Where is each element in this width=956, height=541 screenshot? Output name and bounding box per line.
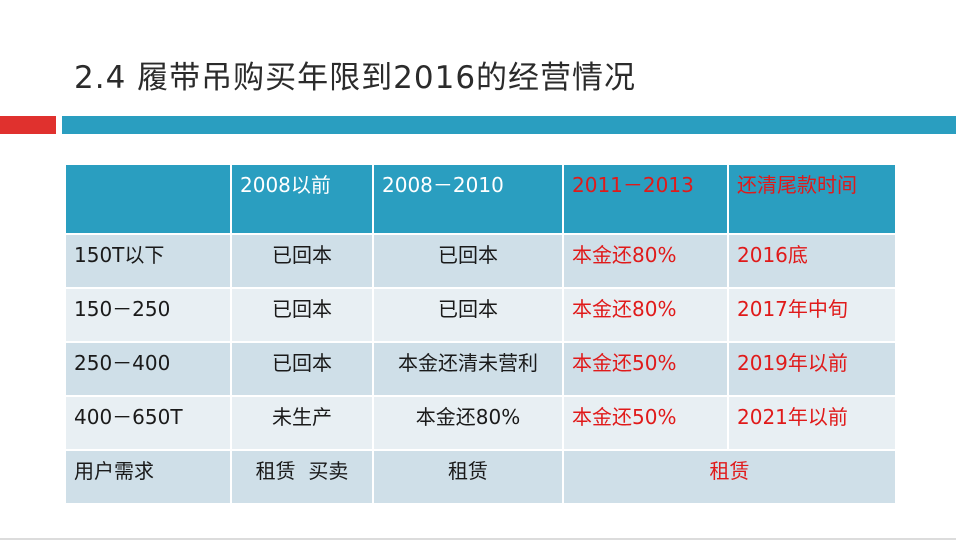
bottom-divider: [0, 538, 956, 540]
row-label: 150－250: [64, 287, 232, 343]
table-cell: 本金还清未营利: [372, 341, 564, 397]
row-label: 150T以下: [64, 233, 232, 289]
table-cell: 2017年中旬: [727, 287, 897, 343]
table-cell: 本金还80%: [562, 287, 729, 343]
table-row: 400－650T 未生产 本金还80% 本金还50% 2021年以前: [64, 395, 897, 451]
table-cell: 租赁: [372, 449, 564, 505]
header-cell-2008-2010: 2008－2010: [372, 163, 564, 235]
table-cell: 租赁 买卖: [230, 449, 374, 505]
table-cell: 已回本: [230, 233, 374, 289]
table-cell-merged: 租赁: [562, 449, 897, 505]
table-row: 150T以下 已回本 已回本 本金还80% 2016底: [64, 233, 897, 289]
table-cell: 已回本: [230, 287, 374, 343]
table-row: 150－250 已回本 已回本 本金还80% 2017年中旬: [64, 287, 897, 343]
header-cell-payoff-time: 还清尾款时间: [727, 163, 897, 235]
operations-table: 2008以前 2008－2010 2011－2013 还清尾款时间 150T以下…: [64, 163, 897, 505]
row-label: 250－400: [64, 341, 232, 397]
table-row: 250－400 已回本 本金还清未营利 本金还50% 2019年以前: [64, 341, 897, 397]
table-cell: 2019年以前: [727, 341, 897, 397]
table-cell: 未生产: [230, 395, 374, 451]
slide-title: 2.4 履带吊购买年限到2016的经营情况: [74, 60, 637, 96]
header-cell-2011-2013: 2011－2013: [562, 163, 729, 235]
table-cell: 2016底: [727, 233, 897, 289]
header-cell-pre-2008: 2008以前: [230, 163, 374, 235]
table-cell: 已回本: [372, 287, 564, 343]
title-accent-teal-bar: [62, 116, 956, 134]
table-cell: 2021年以前: [727, 395, 897, 451]
row-label: 400－650T: [64, 395, 232, 451]
header-cell-empty: [64, 163, 232, 235]
table-cell: 已回本: [230, 341, 374, 397]
table-cell: 本金还80%: [372, 395, 564, 451]
row-label: 用户需求: [64, 449, 232, 505]
table-cell: 已回本: [372, 233, 564, 289]
table-header-row: 2008以前 2008－2010 2011－2013 还清尾款时间: [64, 163, 897, 235]
table-cell: 本金还50%: [562, 395, 729, 451]
table-row-user-demand: 用户需求 租赁 买卖 租赁 租赁: [64, 449, 897, 505]
table-cell: 本金还80%: [562, 233, 729, 289]
table-cell: 本金还50%: [562, 341, 729, 397]
title-accent-red-bar: [0, 116, 56, 134]
